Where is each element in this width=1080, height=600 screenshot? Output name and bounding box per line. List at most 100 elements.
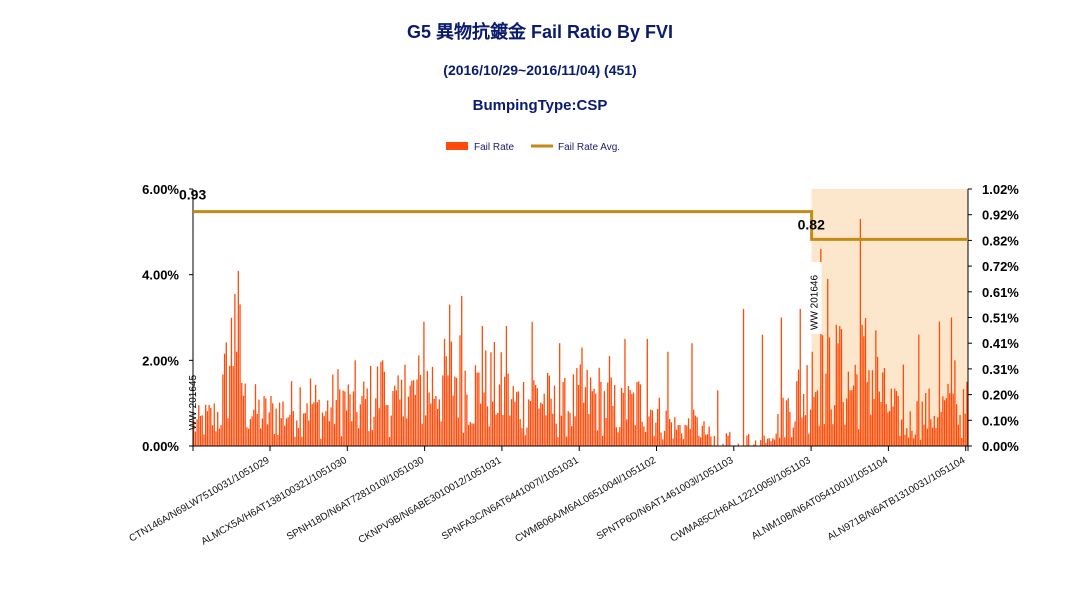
fail-rate-bar: [337, 369, 339, 446]
fail-rate-bar: [595, 393, 597, 446]
fail-rate-bar: [938, 321, 941, 446]
fail-rate-bar: [218, 428, 221, 446]
fail-rate-bar: [244, 383, 246, 446]
fail-rate-bar: [913, 438, 915, 446]
fail-rate-bar: [290, 381, 293, 446]
fail-rate-bar: [431, 366, 434, 446]
fail-rate-bar: [760, 440, 762, 446]
fail-rate-bar: [373, 416, 375, 446]
fail-rate-bar: [940, 412, 942, 446]
fail-rate-bar: [546, 373, 549, 446]
fail-rate-bar: [469, 421, 471, 446]
avg-label-week-1: 0.93: [179, 187, 206, 203]
fail-rate-bar: [493, 341, 496, 446]
fail-rate-bar: [632, 392, 635, 446]
fail-rate-bar: [196, 419, 198, 446]
y-left-tick-label: 2.00%: [142, 353, 179, 368]
fail-rate-bar: [959, 414, 961, 446]
fail-rate-bar: [555, 423, 557, 446]
fail-rate-bar: [328, 421, 331, 446]
fail-rate-bar: [655, 422, 657, 446]
fail-rate-bar: [866, 382, 868, 446]
x-category-label: CTN146A/N69LW7510031/1051029: [127, 455, 271, 545]
fail-rate-bar: [875, 330, 877, 446]
fail-rate-bar: [265, 398, 267, 446]
fail-rate-bar: [957, 424, 959, 446]
fail-rate-bar: [285, 418, 288, 446]
fail-rate-bar: [780, 317, 782, 446]
fail-rate-bar: [955, 404, 958, 446]
fail-rate-bar: [694, 415, 697, 446]
fail-rate-bar: [296, 420, 298, 446]
fail-rate-bar: [569, 412, 571, 446]
fail-rate-bar: [253, 409, 255, 446]
fail-rate-bar: [584, 387, 587, 446]
fail-rate-bar: [687, 418, 690, 446]
fail-rate-bar: [737, 443, 740, 446]
fail-rate-bar: [840, 329, 843, 446]
fail-rate-bar: [369, 365, 372, 446]
fail-rate-bar: [885, 404, 887, 446]
fail-rate-bar: [199, 415, 202, 446]
fail-rate-bar: [407, 396, 410, 446]
fail-rate-bar: [949, 393, 951, 446]
fail-rate-bar: [497, 413, 499, 446]
fail-rate-bar: [557, 437, 559, 446]
fail-rate-bar: [660, 432, 662, 446]
fail-rate-bar: [828, 337, 831, 446]
fail-rate-bar: [330, 407, 332, 446]
fail-rate-bar: [247, 428, 250, 446]
fail-rate-bar: [378, 408, 380, 446]
fail-rate-bar: [873, 398, 875, 446]
fail-rate-bar: [925, 392, 927, 446]
fail-rate-bar: [820, 248, 822, 446]
fail-rate-bar: [644, 432, 647, 446]
fail-rate-bar: [540, 402, 542, 446]
fail-rate-bar: [703, 421, 705, 446]
fail-rate-bar: [576, 368, 578, 446]
fail-rate-bar: [479, 403, 482, 446]
fail-rate-bar: [516, 391, 518, 446]
fail-rate-bar: [380, 361, 382, 446]
fail-rate-bar: [894, 388, 896, 446]
fail-rate-bar: [887, 412, 889, 446]
fail-rate-bar: [845, 398, 848, 446]
fail-rate-bar: [952, 393, 954, 446]
fail-rate-bar: [478, 372, 480, 446]
fail-rate-bar: [713, 436, 715, 446]
fail-rate-bar: [591, 391, 593, 446]
fail-rate-bar: [816, 390, 819, 446]
fail-rate-bar: [210, 407, 212, 446]
fail-rate-bar: [928, 388, 930, 446]
fail-rate-bar: [890, 388, 892, 446]
fail-rate-bar: [620, 387, 623, 446]
fail-rate-bar: [320, 438, 322, 446]
fail-rate-bar: [864, 318, 867, 446]
fail-rate-bar: [581, 347, 583, 446]
fail-rate-bar: [510, 399, 513, 446]
fail-rate-bar: [266, 424, 269, 446]
fail-rate-bar: [653, 436, 655, 446]
fail-rate-bar: [809, 409, 812, 446]
fail-rate-bar: [289, 414, 291, 446]
fail-rate-bar: [605, 418, 607, 446]
fail-rate-bar: [517, 391, 520, 446]
fail-rate-bar: [634, 425, 636, 446]
x-category-label: SPNH18D/N6AT7281010l/1051030: [285, 455, 426, 543]
fail-rate-bar: [851, 390, 853, 446]
fail-rate-bar: [586, 369, 588, 446]
fail-rate-bar: [399, 399, 401, 446]
fail-rate-bar: [833, 405, 836, 446]
fail-rate-bar: [385, 405, 387, 446]
fail-rate-bar: [603, 391, 605, 446]
fail-rate-bar: [916, 401, 918, 446]
fail-rate-bar: [394, 385, 396, 446]
fail-rate-bar: [567, 411, 569, 446]
fail-rate-bar: [753, 444, 755, 446]
fail-rate-bar: [397, 375, 399, 446]
fail-rate-bar: [217, 411, 219, 446]
fail-rate-bar: [947, 383, 949, 446]
fail-rate-bar: [768, 438, 770, 446]
fail-rate-bar: [412, 380, 415, 446]
